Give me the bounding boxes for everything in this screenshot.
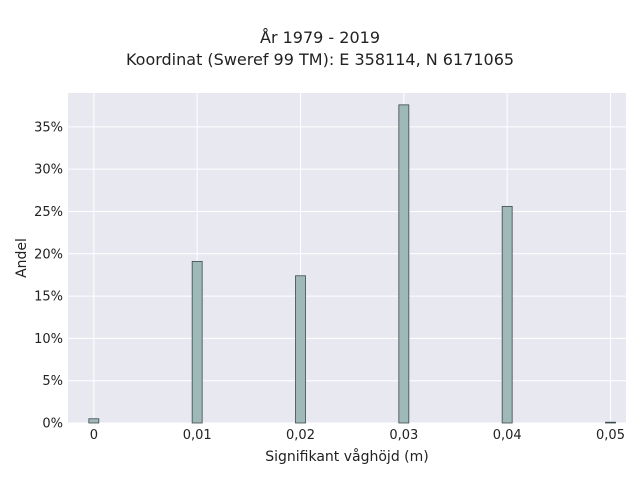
y-tick-label: 15% xyxy=(34,290,63,305)
bar xyxy=(295,275,306,424)
y-tick-label: 25% xyxy=(34,205,63,220)
chart-subtitle: Koordinat (Sweref 99 TM): E 358114, N 61… xyxy=(125,50,515,69)
y-tick-label: 20% xyxy=(34,247,63,262)
y-tick-labels: 0% 5% 10% 15% 20% 25% 30% 35% xyxy=(34,120,63,431)
x-tick-label: 0,04 xyxy=(493,428,522,443)
chart-title: År 1979 - 2019 xyxy=(260,28,380,47)
x-tick-label: 0,05 xyxy=(596,428,625,443)
bar xyxy=(605,421,616,424)
x-tick-label: 0,02 xyxy=(286,428,315,443)
bars xyxy=(88,104,616,424)
plot-area xyxy=(68,93,626,423)
x-tick-label: 0,01 xyxy=(183,428,212,443)
y-tick-label: 30% xyxy=(34,163,63,178)
x-tick-label: 0 xyxy=(90,428,98,443)
bar xyxy=(398,104,410,424)
y-tick-label: 0% xyxy=(42,417,63,432)
x-tick-labels: 0 0,01 0,02 0,03 0,04 0,05 xyxy=(90,428,625,443)
x-axis-label: Signifikant våghöjd (m) xyxy=(265,448,428,465)
bar xyxy=(88,418,100,424)
y-axis-label: Andel xyxy=(14,238,30,278)
y-tick-label: 5% xyxy=(42,374,63,389)
y-tick-label: 10% xyxy=(34,332,63,347)
y-tick-label: 35% xyxy=(34,120,63,135)
bar xyxy=(501,205,513,424)
bar xyxy=(191,260,203,424)
x-tick-label: 0,03 xyxy=(389,428,418,443)
